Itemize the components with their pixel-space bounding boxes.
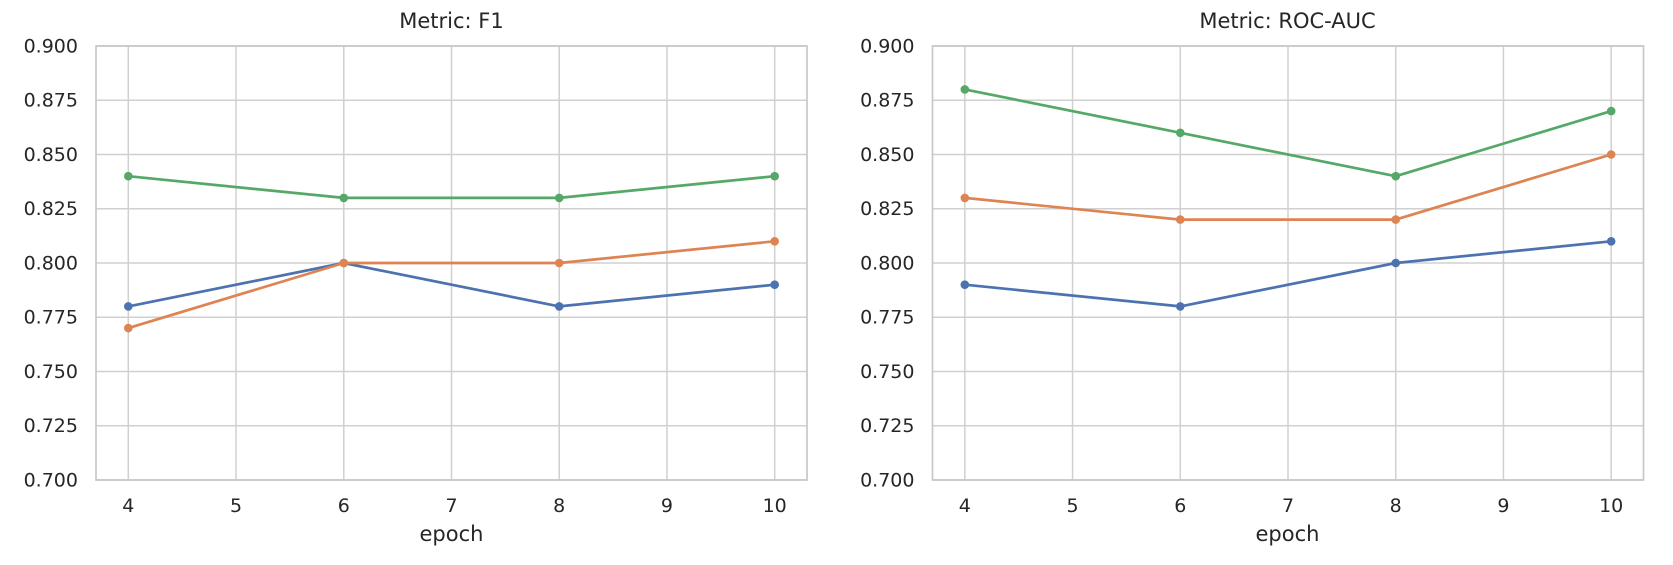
y-tick-label: 0.700 (24, 469, 78, 491)
green-series-marker (960, 85, 970, 94)
x-tick-label: 5 (1066, 495, 1078, 517)
chart-title-f1: Metric: F1 (399, 9, 504, 33)
blue-series-marker (1391, 258, 1401, 268)
blue-series-marker (554, 302, 564, 311)
x-tick-label: 6 (1174, 495, 1186, 517)
y-tick-label: 0.825 (24, 198, 78, 220)
y-tick-label: 0.750 (860, 361, 914, 383)
y-tick-label: 0.775 (24, 307, 78, 329)
blue-series-line (963, 239, 1613, 308)
plot-border (931, 45, 1645, 481)
y-tick-label: 0.700 (860, 469, 914, 491)
blue-series-marker (1175, 302, 1185, 311)
orange-series-marker (960, 193, 970, 203)
green-series-marker (1391, 171, 1401, 181)
y-tick-label: 0.800 (860, 252, 914, 274)
green-series-marker (554, 193, 564, 203)
x-axis-label-roc-auc: epoch (1255, 522, 1320, 546)
orange-series-marker (1391, 215, 1401, 224)
blue-series-marker (960, 280, 970, 290)
y-tick-label: 0.775 (860, 307, 914, 329)
x-tick-label: 9 (1497, 495, 1509, 517)
green-series-marker (1175, 128, 1185, 138)
x-tick-label: 4 (122, 495, 134, 517)
plot-border (95, 45, 808, 481)
y-tick-label: 0.875 (860, 90, 914, 112)
y-tick-label: 0.900 (860, 35, 914, 57)
x-tick-label: 8 (553, 495, 565, 517)
x-tick-label: 6 (338, 495, 350, 517)
y-tick-label: 0.725 (860, 415, 914, 437)
y-tick-label: 0.850 (24, 144, 78, 166)
orange-series-marker (554, 258, 564, 268)
chart-title-roc-auc: Metric: ROC-AUC (1199, 9, 1376, 33)
chart-canvas-f1: 0.700 0.725 0.750 0.775 0.800 0.825 0.850 0.875… (24, 35, 808, 517)
orange-series-marker (339, 258, 349, 268)
y-tick-label: 0.725 (24, 415, 78, 437)
y-tick-label: 0.750 (24, 361, 78, 383)
x-tick-label: 7 (1282, 495, 1294, 517)
x-tick-label: 9 (661, 495, 673, 517)
blue-series-line (126, 261, 777, 308)
x-tick-label: 8 (1390, 495, 1402, 517)
y-tick-label: 0.850 (860, 144, 914, 166)
green-series-line (126, 174, 777, 200)
green-series-marker (124, 171, 133, 181)
chart-canvas-roc-auc: 0.700 0.725 0.750 0.775 0.800 0.825 0.850 0.875… (860, 35, 1645, 517)
green-series-line (963, 88, 1613, 178)
orange-series-marker (770, 237, 779, 246)
green-series-marker (770, 171, 779, 181)
orange-series-marker (1606, 150, 1616, 159)
x-tick-label: 10 (763, 495, 787, 517)
x-tick-label: 10 (1599, 495, 1623, 517)
green-series-marker (339, 193, 349, 203)
blue-series-marker (124, 302, 133, 311)
x-tick-label: 5 (230, 495, 242, 517)
orange-series-marker (124, 323, 133, 333)
x-tick-label: 7 (445, 495, 457, 517)
y-tick-label: 0.900 (24, 35, 78, 57)
orange-series-line (126, 239, 777, 330)
orange-series-marker (1175, 215, 1185, 224)
orange-series-line (963, 153, 1613, 221)
blue-series-marker (1606, 237, 1616, 246)
y-tick-label: 0.825 (860, 198, 914, 220)
blue-series-marker (770, 280, 779, 290)
x-axis-label-f1: epoch (419, 522, 484, 546)
subplot-roc-auc: Metric: ROC-AUC 0.700 0.725 0.750 0.775 0.80… (836, 0, 1673, 565)
y-tick-label: 0.875 (24, 90, 78, 112)
green-series-marker (1606, 106, 1616, 116)
y-tick-label: 0.800 (24, 252, 78, 274)
x-tick-label: 4 (959, 495, 971, 517)
subplot-f1: Metric: F1 0.700 0.725 0.750 0.775 0.800 0.82… (0, 0, 836, 565)
